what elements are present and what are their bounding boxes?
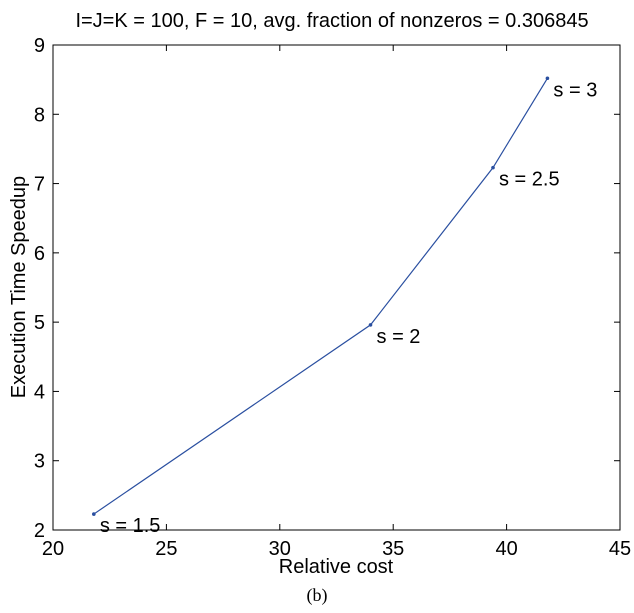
y-tick-label: 4 (34, 381, 45, 403)
chart: I=J=K = 100, F = 10, avg. fraction of no… (8, 10, 631, 578)
x-tick-label: 20 (42, 538, 64, 560)
x-tick-label: 35 (382, 538, 404, 560)
y-tick-label: 9 (34, 35, 45, 57)
x-axis-label: Relative cost (279, 556, 394, 578)
series-line (93, 77, 548, 515)
y-axis-label: Execution Time Speedup (8, 176, 30, 398)
y-tick-label: 5 (34, 312, 45, 334)
data-point (368, 323, 373, 327)
plot-frame (52, 44, 621, 531)
y-tick-label: 3 (34, 451, 45, 473)
y-tick-label: 6 (34, 243, 45, 265)
x-tick-label: 45 (609, 538, 631, 560)
figure-caption: (b) (306, 585, 328, 605)
data-points: s = 1.5 s = 2 s = 2.5 s = 3 (92, 76, 597, 537)
data-point-label: s = 2.5 (499, 169, 560, 191)
data-point (491, 165, 495, 170)
y-tick-label: 7 (34, 174, 45, 196)
data-point (545, 76, 550, 81)
chart-title: I=J=K = 100, F = 10, avg. fraction of no… (75, 10, 588, 32)
data-point (92, 512, 96, 516)
x-tick-label: 25 (155, 538, 177, 560)
y-tick-label: 2 (34, 520, 45, 542)
data-point-label: s = 1.5 (100, 515, 161, 537)
data-point-label: s = 3 (553, 79, 597, 101)
x-tick-label: 30 (269, 538, 291, 560)
x-tick-label: 40 (495, 538, 517, 560)
data-point-label: s = 2 (377, 326, 421, 348)
y-tick-label: 8 (34, 104, 45, 126)
